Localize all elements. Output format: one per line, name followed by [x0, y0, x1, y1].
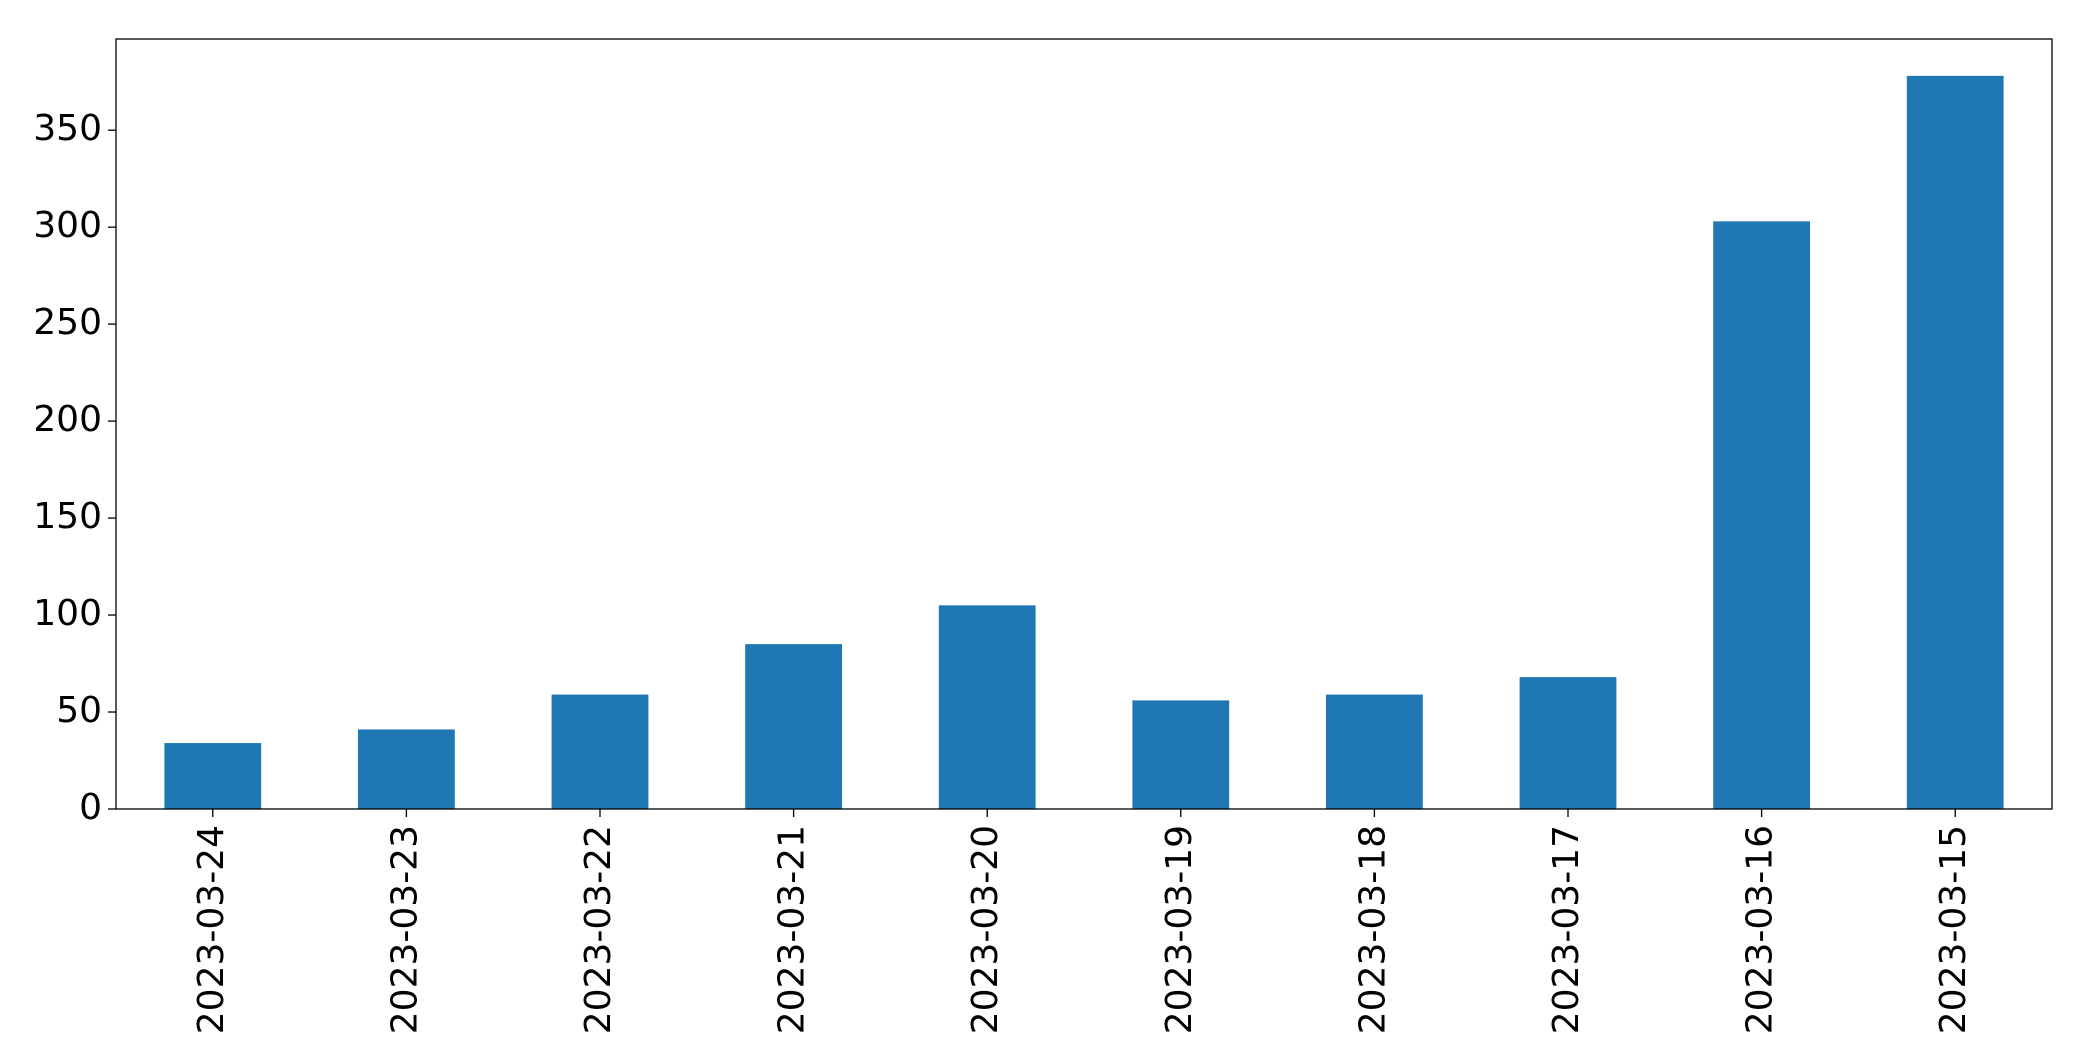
- x-tick-label: 2023-03-20: [965, 825, 1006, 1034]
- x-tick-label: 2023-03-17: [1546, 825, 1587, 1034]
- y-tick-label: 200: [33, 399, 102, 440]
- y-tick-label: 150: [33, 496, 102, 537]
- x-tick-label: 2023-03-23: [384, 825, 425, 1034]
- y-tick-label: 100: [33, 593, 102, 634]
- x-tick-label: 2023-03-19: [1159, 825, 1200, 1034]
- x-tick-label: 2023-03-21: [772, 825, 813, 1034]
- bar: [1713, 221, 1810, 809]
- bar: [1326, 694, 1423, 809]
- bar: [164, 743, 262, 809]
- bar: [1906, 75, 2004, 810]
- x-tick-label: 2023-03-15: [1933, 825, 1974, 1034]
- bar: [1519, 677, 1617, 809]
- bar: [551, 694, 649, 809]
- x-tick-label: 2023-03-18: [1352, 825, 1393, 1034]
- y-tick-label: 350: [33, 108, 102, 149]
- bar: [938, 605, 1036, 809]
- bar: [1132, 700, 1230, 809]
- x-tick-label: 2023-03-22: [578, 825, 619, 1034]
- x-tick-label: 2023-03-24: [191, 825, 232, 1034]
- y-tick-label: 0: [79, 787, 102, 828]
- plot-frame: [115, 38, 2053, 810]
- y-tick-label: 300: [33, 205, 102, 246]
- y-tick-label: 250: [33, 302, 102, 343]
- x-tick-label: 2023-03-16: [1740, 825, 1781, 1034]
- bar: [745, 644, 842, 809]
- bar: [358, 729, 455, 809]
- y-tick-label: 50: [56, 690, 102, 731]
